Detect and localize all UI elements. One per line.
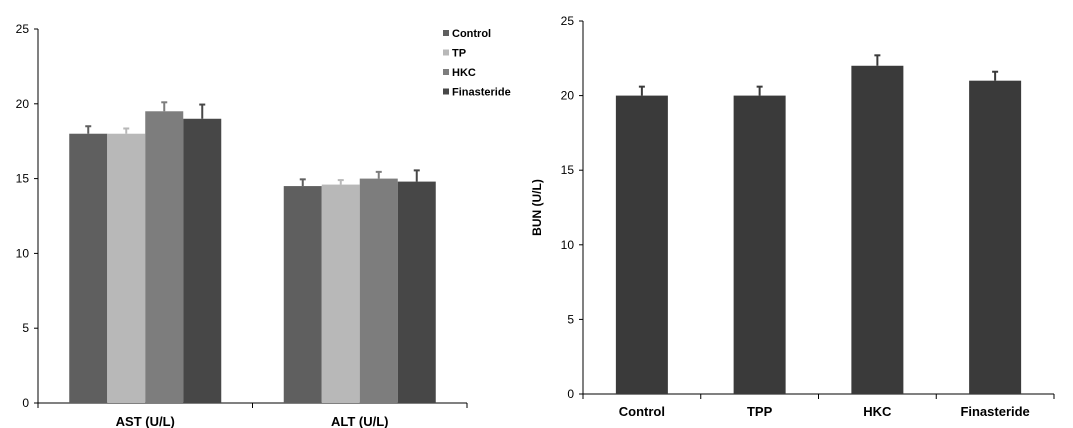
bun-chart: 0 5 10 15 20 25 Control TPP HKC Finasteride BUN (U… [530, 14, 1055, 419]
bar [183, 118, 222, 403]
y-tick-label: 5 [22, 321, 29, 335]
x-category-label: HKC [863, 404, 892, 419]
y-tick-label: 15 [16, 172, 30, 186]
x-category-label: ALT (U/L) [331, 414, 389, 428]
liver-enzyme-chart: 0 5 10 15 20 25 AST (U/L) ALT (U/L) Control TP HKC… [16, 22, 511, 428]
legend-swatch [443, 30, 449, 36]
bar [321, 184, 360, 403]
bar [283, 186, 322, 403]
y-tick-label: 0 [22, 396, 29, 410]
legend-label: HKC [452, 67, 476, 79]
y-tick-label: 0 [567, 387, 574, 401]
legend-label: TP [452, 48, 466, 60]
bar [69, 133, 108, 403]
legend-swatch [443, 88, 449, 95]
x-category-label: Control [619, 404, 665, 419]
bar [145, 111, 184, 403]
x-category-label: TPP [747, 404, 773, 419]
bar [615, 95, 668, 394]
y-tick-label: 15 [561, 163, 575, 177]
legend-swatch [443, 49, 449, 56]
y-tick-label: 10 [16, 246, 30, 260]
x-category-label: AST (U/L) [116, 414, 175, 428]
bar [359, 178, 398, 403]
bar [733, 95, 786, 394]
bar [969, 80, 1022, 395]
y-tick-label: 20 [561, 89, 575, 103]
legend-label: Finasteride [452, 87, 511, 99]
bar [397, 181, 436, 403]
y-tick-label: 25 [16, 22, 30, 36]
y-tick-label: 5 [567, 312, 574, 326]
x-category-label: Finasteride [960, 404, 1029, 419]
bar [851, 65, 904, 394]
y-tick-label: 20 [16, 97, 30, 111]
y-tick-label: 10 [561, 238, 575, 252]
y-axis-label: BUN (U/L) [530, 179, 544, 236]
y-tick-label: 25 [561, 14, 575, 28]
legend-label: Control [452, 28, 491, 40]
bar [107, 133, 146, 403]
legend-swatch [443, 69, 449, 75]
